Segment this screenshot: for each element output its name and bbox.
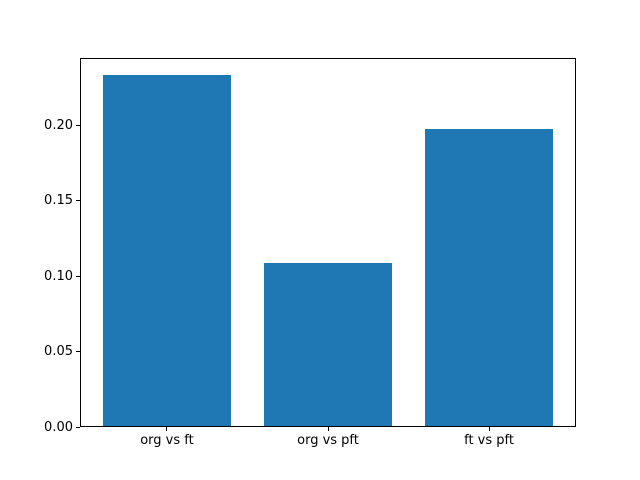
- y-tick-label: 0.05: [44, 344, 73, 360]
- x-tick-mark: [327, 427, 329, 431]
- x-tick-mark: [488, 427, 490, 431]
- bar-org-vs-pft: [263, 263, 393, 426]
- y-tick-label: 0.15: [44, 193, 73, 209]
- plot-area: [80, 58, 576, 427]
- y-tick-label: 0.00: [44, 419, 73, 435]
- x-tick-label: org vs ft: [140, 433, 194, 448]
- bar-org-vs-ft: [102, 74, 232, 426]
- x-tick-label: ft vs pft: [464, 433, 514, 448]
- x-tick-label: org vs pft: [297, 433, 359, 448]
- y-tick-label: 0.20: [44, 117, 73, 133]
- y-tick-label: 0.10: [44, 268, 73, 284]
- y-tick-mark: [76, 426, 80, 428]
- y-tick-mark: [76, 275, 80, 277]
- bar-ft-vs-pft: [424, 128, 554, 426]
- y-tick-mark: [76, 200, 80, 202]
- y-tick-mark: [76, 124, 80, 126]
- x-tick-mark: [166, 427, 168, 431]
- y-tick-mark: [76, 351, 80, 353]
